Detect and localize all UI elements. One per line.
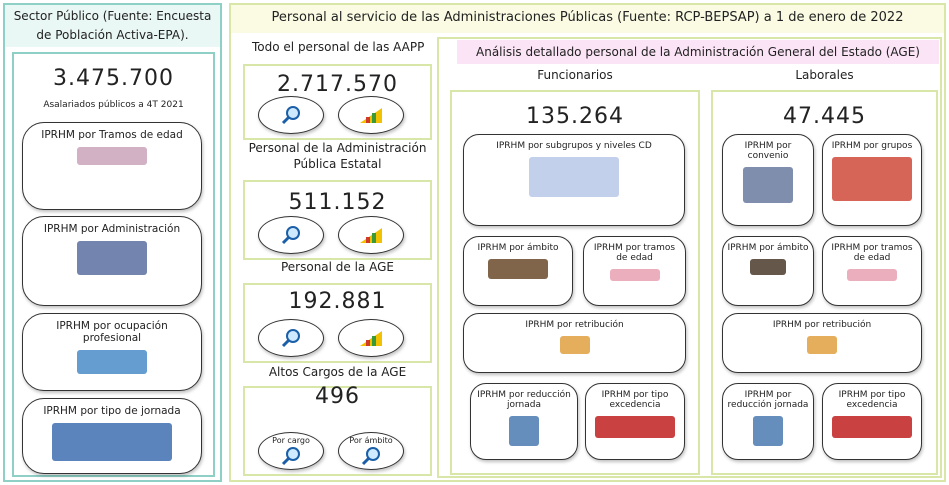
group-button[interactable] <box>258 96 324 134</box>
func-total: 135.264 <box>450 104 700 129</box>
magnifier-icon <box>360 445 382 467</box>
group-label: Personal de la Administración Pública Es… <box>243 140 432 172</box>
button-label: IPRHM por retribución <box>773 320 871 330</box>
lab-total: 47.445 <box>711 104 938 129</box>
icon <box>77 350 147 374</box>
magnifier-icon <box>280 224 302 246</box>
group-label: Todo el personal de las AAPP <box>252 40 424 54</box>
group-total: 511.152 <box>243 190 432 215</box>
sector-button[interactable]: IPRHM por tipo de jornada <box>22 398 202 474</box>
group-button[interactable] <box>258 216 324 254</box>
icon <box>753 416 783 446</box>
group-total: 496 <box>243 384 432 409</box>
sector-total: 3.475.700 <box>12 66 215 91</box>
func-button[interactable]: IPRHM por subgrupos y niveles CD <box>463 134 685 226</box>
icon <box>832 416 912 438</box>
button-label: IPRHM por tramos de edad <box>588 243 681 263</box>
lab-button[interactable]: IPRHM por reducción jornada <box>722 383 814 460</box>
icon <box>610 269 660 281</box>
func-title: Funcionarios <box>450 68 700 82</box>
button-label: IPRHM por reducción jornada <box>727 390 809 410</box>
group-button[interactable] <box>338 319 404 357</box>
func-button[interactable]: IPRHM por ámbito <box>463 236 573 306</box>
button-label: IPRHM por ocupación profesional <box>27 320 197 344</box>
button-label: IPRHM por ámbito <box>477 243 558 253</box>
func-button[interactable]: IPRHM por tipo excedencia <box>585 383 685 460</box>
lab-button[interactable]: IPRHM por grupos <box>822 134 922 226</box>
icon <box>807 336 837 354</box>
button-label: Por ámbito <box>349 436 392 445</box>
group-total: 192.881 <box>243 289 432 314</box>
chart-icon <box>358 105 384 125</box>
button-label: IPRHM por convenio <box>727 141 809 161</box>
sector-button[interactable]: IPRHM por Tramos de edad <box>22 122 202 210</box>
icon <box>750 259 786 275</box>
lab-button[interactable]: IPRHM por convenio <box>722 134 814 226</box>
group-button[interactable] <box>338 96 404 134</box>
icon <box>560 336 590 354</box>
icon <box>847 269 897 281</box>
sector-button[interactable]: IPRHM por Administración <box>22 216 202 306</box>
sector-total-label: Asalariados públicos a 4T 2021 <box>12 100 215 110</box>
button-label: IPRHM por tipo excedencia <box>590 390 680 410</box>
func-button[interactable]: IPRHM por retribución <box>463 313 686 373</box>
icon <box>52 423 172 461</box>
icon <box>77 147 147 165</box>
sector-button[interactable]: IPRHM por ocupación profesional <box>22 313 202 391</box>
age-title: Análisis detallado personal de la Admini… <box>457 40 939 64</box>
sector-title: Sector Público (Fuente: Encuesta de Pobl… <box>5 5 220 47</box>
func-button[interactable]: IPRHM por reducción jornada <box>470 383 578 460</box>
group-button[interactable] <box>258 319 324 357</box>
button-label: IPRHM por tipo de jornada <box>43 405 180 417</box>
chart-icon <box>358 328 384 348</box>
page: Sector Público (Fuente: Encuesta de Pobl… <box>0 0 949 485</box>
icon <box>529 157 619 197</box>
button-label: IPRHM por subgrupos y niveles CD <box>496 141 652 151</box>
button-label: IPRHM por tramos de edad <box>827 243 917 263</box>
button-label: IPRHM por Administración <box>44 223 180 235</box>
button-label: IPRHM por grupos <box>832 141 913 151</box>
magnifier-icon <box>280 445 302 467</box>
group-button[interactable] <box>338 216 404 254</box>
lab-button[interactable]: IPRHM por tramos de edad <box>822 236 922 306</box>
button-label: IPRHM por reducción jornada <box>475 390 573 410</box>
lab-button[interactable]: IPRHM por ámbito <box>722 236 814 306</box>
magnifier-icon <box>280 104 302 126</box>
button-label: Por cargo <box>272 436 310 445</box>
group-label: Altos Cargos de la AGE <box>243 365 432 379</box>
group-total: 2.717.570 <box>243 72 432 97</box>
button-label: IPRHM por retribución <box>525 320 623 330</box>
chart-icon <box>358 225 384 245</box>
lab-title: Laborales <box>711 68 938 82</box>
func-button[interactable]: IPRHM por tramos de edad <box>583 236 686 306</box>
icon <box>488 259 548 279</box>
group-button[interactable]: Por cargo <box>258 432 324 470</box>
group-button[interactable]: Por ámbito <box>338 432 404 470</box>
icon <box>832 157 912 201</box>
button-label: IPRHM por ámbito <box>727 243 808 253</box>
button-label: IPRHM por tipo excedencia <box>827 390 917 410</box>
aapp-title: Personal al servicio de las Administraci… <box>231 5 944 33</box>
icon <box>743 167 793 203</box>
icon <box>595 416 675 438</box>
icon <box>77 241 147 275</box>
group-label: Personal de la AGE <box>243 260 432 274</box>
lab-button[interactable]: IPRHM por tipo excedencia <box>822 383 922 460</box>
lab-button[interactable]: IPRHM por retribución <box>722 313 922 373</box>
icon <box>509 416 539 446</box>
button-label: IPRHM por Tramos de edad <box>41 129 183 141</box>
magnifier-icon <box>280 327 302 349</box>
